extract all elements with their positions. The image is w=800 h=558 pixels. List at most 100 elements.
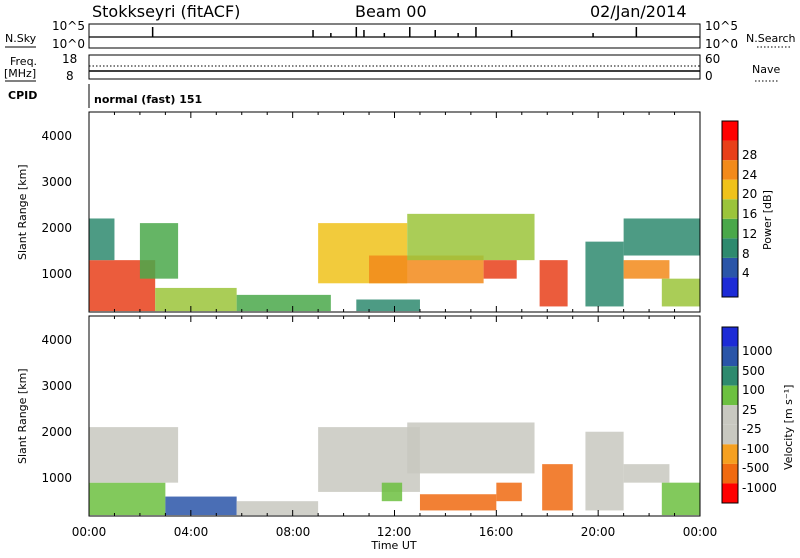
vel-cbar-band-4: [722, 405, 738, 425]
power-ytick-1000: 1000: [41, 267, 72, 281]
xtick-2: 08:00: [276, 525, 311, 539]
power-cbar-tick-24: 24: [742, 168, 757, 182]
power-cbar-band-1: [722, 257, 738, 278]
nsky-spikes: [151, 27, 638, 37]
power-cbar-band-0: [722, 277, 738, 297]
vel-cbar-band-0: [722, 327, 738, 347]
power-region-12: [623, 260, 670, 279]
xtick-6: 00:00: [683, 525, 718, 539]
vel-ytick-2000: 2000: [41, 425, 72, 439]
power-ytick-3000: 3000: [41, 175, 72, 189]
power-cbar-tick-12: 12: [742, 227, 757, 241]
cpid-value: normal (fast) 151: [94, 93, 202, 106]
cpid-label: CPID: [8, 89, 37, 102]
power-cbar-tick-16: 16: [742, 207, 757, 221]
vel-cbar-band-5: [722, 424, 738, 445]
power-cbar-band-6: [722, 160, 738, 180]
beam-title: Beam 00: [355, 2, 427, 21]
nsearch-label: N.Search: [746, 32, 796, 45]
xtick-0: 00:00: [72, 525, 107, 539]
vel-cbar-tick-neg500: -500: [742, 461, 769, 475]
power-cbar-band-4: [722, 199, 738, 219]
power-region-2: [139, 223, 179, 279]
vel-ytick-4000: 4000: [41, 333, 72, 347]
velocity-region-4: [318, 427, 420, 492]
power-ylabel: Slant Range [km]: [16, 164, 29, 260]
vel-cbar-tick-1000: 1000: [742, 344, 773, 358]
velocity-region-6: [407, 422, 535, 474]
power-cbar-tick-8: 8: [742, 247, 750, 261]
nsky-label: N.Sky: [5, 32, 37, 45]
vel-cbar-band-2: [722, 366, 738, 386]
vel-cbar-band-3: [722, 385, 738, 406]
power-cbar-tick-4: 4: [742, 266, 750, 280]
power-ytick-2000: 2000: [41, 221, 72, 235]
velocity-region-1: [89, 427, 179, 483]
power-cbar-tick-20: 20: [742, 187, 757, 201]
vel-cbar-tick-neg1000: -1000: [742, 481, 777, 495]
power-region-4: [236, 294, 331, 312]
power-region-9: [483, 260, 517, 279]
power-cbar-band-3: [722, 218, 738, 239]
vel-cbar-band-8: [722, 483, 738, 503]
velocity-colorbar: [722, 327, 738, 503]
nave-label: Nave: [752, 63, 780, 76]
power-region-6: [356, 299, 420, 312]
velocity-ylabel: Slant Range [km]: [16, 368, 29, 464]
power-cbar-band-8: [722, 121, 738, 141]
power-region-14: [661, 278, 700, 307]
velocity-region-11: [623, 464, 670, 483]
freq-unit: [MHz]: [4, 67, 36, 80]
station-title: Stokkseyri (fitACF): [92, 2, 240, 21]
vel-cbar-tick-100: 100: [742, 383, 765, 397]
nave-top-tick: 60: [705, 52, 720, 66]
velocity-region-9: [542, 464, 573, 511]
velocity-region-7: [419, 494, 497, 511]
power-colorbar-label: Power [dB]: [761, 190, 774, 250]
velocity-region-5: [381, 482, 403, 502]
vel-cbar-band-7: [722, 463, 738, 484]
freq-label: Freq.: [10, 55, 37, 68]
power-colorbar-frame: [721, 120, 739, 298]
power-cbar-tick-28: 28: [742, 148, 757, 162]
vel-ytick-3000: 3000: [41, 379, 72, 393]
power-region-1: [89, 218, 115, 261]
velocity-colorbar-frame: [721, 326, 739, 504]
vel-cbar-band-1: [722, 346, 738, 367]
velocity-region-8: [496, 482, 522, 502]
power-region-7: [369, 255, 484, 284]
velocity-heatmap: [89, 422, 700, 516]
power-region-10: [539, 260, 568, 307]
x-axis-ticks: [88, 112, 701, 516]
velocity-region-12: [661, 482, 700, 516]
freq-top-tick: 18: [62, 52, 77, 66]
freq-bottom-tick: 8: [66, 69, 74, 83]
nsky-panel: [88, 23, 701, 49]
nsearch-top-tick: 10^5: [705, 19, 738, 33]
velocity-region-2: [165, 496, 237, 516]
vel-cbar-tick-neg100: -100: [742, 442, 769, 456]
nave-bottom-tick: 0: [705, 69, 713, 83]
date-title: 02/Jan/2014: [590, 2, 687, 21]
vel-ytick-1000: 1000: [41, 471, 72, 485]
xtick-5: 20:00: [581, 525, 616, 539]
vel-cbar-tick-500: 500: [742, 364, 765, 378]
vel-cbar-tick-25: 25: [742, 403, 757, 417]
velocity-region-3: [236, 501, 319, 516]
power-ytick-4000: 4000: [41, 129, 72, 143]
power-region-8: [407, 213, 535, 261]
vel-cbar-band-6: [722, 444, 738, 464]
x-axis-label: Time UT: [370, 539, 416, 552]
power-region-13: [623, 218, 700, 256]
power-cbar-band-7: [722, 140, 738, 161]
power-region-11: [585, 241, 624, 307]
velocity-region-0: [89, 482, 166, 516]
nsearch-bottom-tick: 10^0: [705, 37, 738, 51]
velocity-colorbar-label: Velocity [m s⁻¹]: [782, 385, 795, 470]
power-heatmap: [89, 213, 700, 312]
nsky-bottom-tick: 10^0: [52, 37, 85, 51]
xtick-1: 04:00: [174, 525, 209, 539]
power-cbar-band-5: [722, 179, 738, 200]
power-region-3: [155, 287, 237, 312]
